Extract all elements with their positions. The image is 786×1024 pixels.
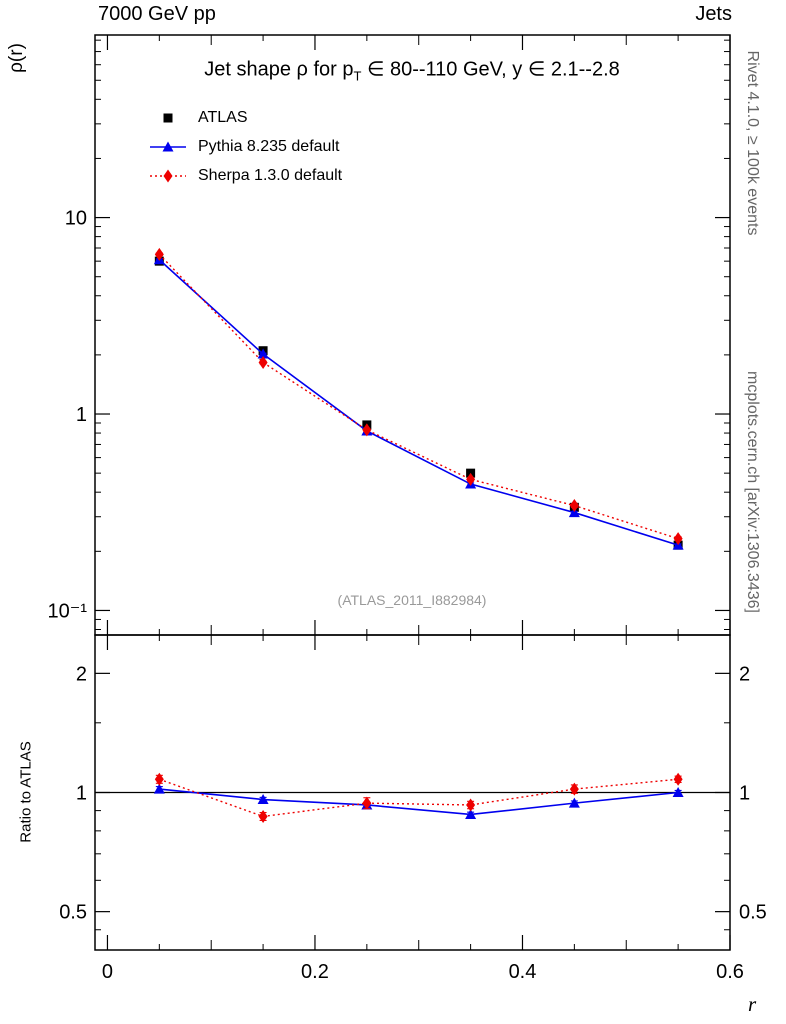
analysis-type-label: Jets [695, 3, 732, 25]
legend-label-atlas: ATLAS [198, 108, 248, 126]
legend-label-pythia: Pythia 8.235 default [198, 137, 340, 155]
svg-text:10: 10 [65, 208, 87, 230]
svg-text:10⁻¹: 10⁻¹ [48, 600, 88, 622]
analysis-id-watermark: (ATLAS_2011_I882984) [337, 592, 487, 608]
y-axis-label-ratio-text: Ratio to ATLAS [17, 741, 35, 843]
svg-text:1: 1 [76, 783, 87, 805]
beam-info-label: 7000 GeV pp [98, 3, 216, 25]
svg-text:1: 1 [739, 783, 750, 805]
legend-item-sherpa: Sherpa 1.3.0 default [150, 161, 342, 190]
svg-text:0: 0 [102, 961, 113, 983]
sherpa-marker-icon [150, 169, 186, 182]
x-axis-label: r [748, 992, 757, 1016]
svg-text:2: 2 [739, 663, 750, 685]
mcplots-reference-text: mcplots.cern.ch [arXiv:1306.3436] [744, 371, 761, 613]
plot-title-pre: Jet shape ρ for p [204, 58, 354, 81]
svg-text:0.5: 0.5 [739, 902, 767, 924]
svg-text:0.2: 0.2 [301, 961, 329, 983]
y-axis-label-top-text: ρ(r) [6, 43, 27, 73]
svg-text:0.4: 0.4 [509, 961, 537, 983]
svg-text:2: 2 [76, 663, 87, 685]
svg-text:0.5: 0.5 [59, 902, 87, 924]
atlas-marker-icon [163, 113, 173, 122]
plot-title-post: ∈ 80--110 GeV, y ∈ 2.1--2.8 [361, 58, 620, 81]
plot-title-sub: T [353, 68, 362, 84]
pythia-marker-icon [150, 141, 186, 151]
legend-item-pythia: Pythia 8.235 default [150, 132, 342, 161]
rivet-version-text: Rivet 4.1.0, ≥ 100k events [744, 50, 761, 236]
legend-label-sherpa: Sherpa 1.3.0 default [198, 166, 343, 184]
legend-item-atlas: ATLAS [150, 103, 342, 132]
svg-text:1: 1 [76, 404, 87, 426]
svg-text:0.6: 0.6 [716, 961, 744, 983]
plot-title: Jet shape ρ for pT ∈ 80--110 GeV, y ∈ 2.… [204, 57, 620, 84]
legend: ATLAS Pythia 8.235 default Sherpa 1.3.0 … [150, 103, 342, 190]
